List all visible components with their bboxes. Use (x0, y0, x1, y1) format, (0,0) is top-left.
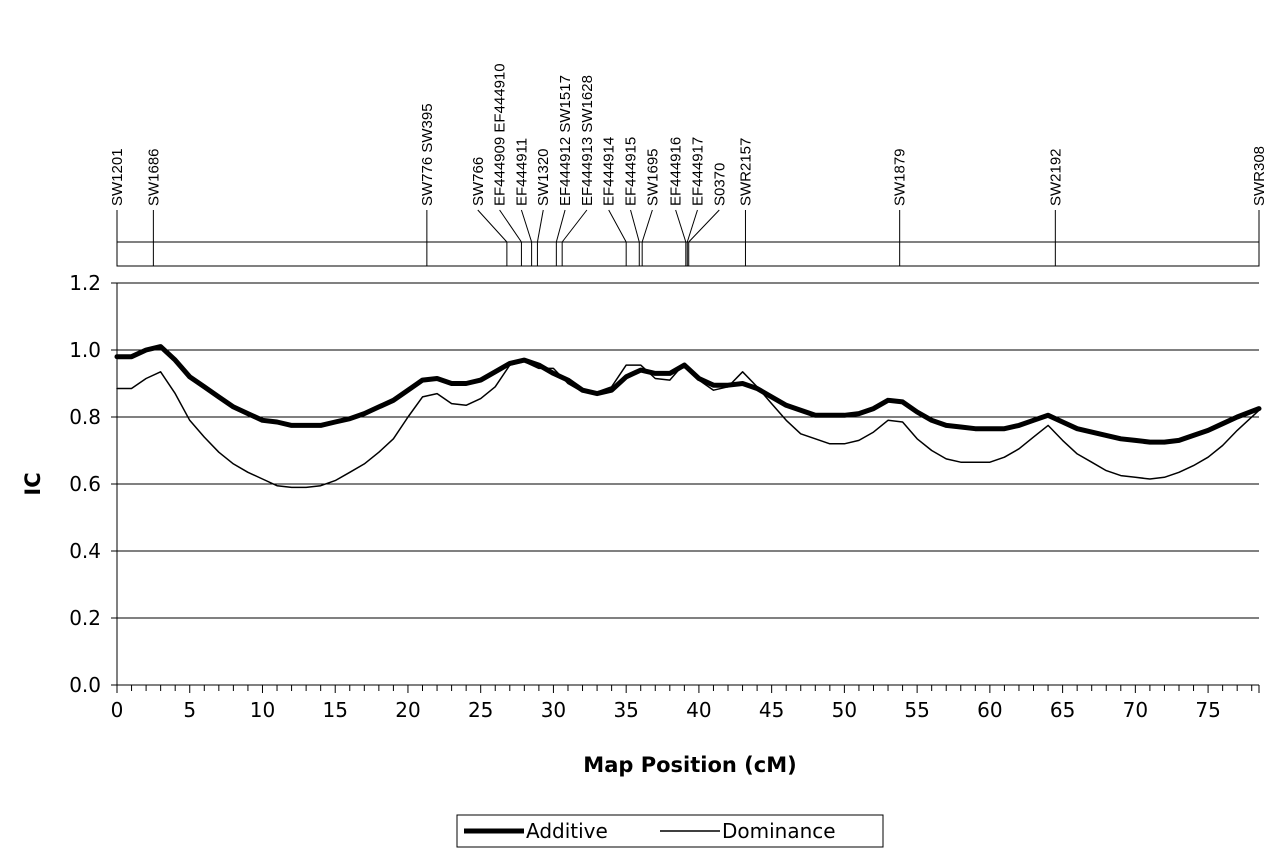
marker-label: SW1320 (535, 148, 552, 206)
marker-label: SW1201 (109, 148, 126, 206)
marker-connector (536, 209, 544, 243)
marker-connector (499, 209, 522, 243)
marker-label: EF444916 (668, 137, 685, 206)
marker-label: EF444915 (623, 137, 640, 206)
marker-connector (608, 209, 627, 243)
y-tick-label: 0.0 (69, 673, 101, 697)
x-tick-label: 75 (1195, 698, 1220, 722)
marker-label: SW776 SW395 (419, 103, 436, 206)
marker-bar (116, 241, 1260, 267)
marker-connector (555, 209, 566, 243)
x-tick-label: 30 (541, 698, 566, 722)
marker-label: SW1686 (145, 148, 162, 206)
x-tick-label: 10 (250, 698, 275, 722)
marker-label: SWR308 (1251, 146, 1268, 206)
marker-label: EF444912 SW1517 (557, 75, 574, 206)
marker-connector (641, 209, 653, 243)
marker-label: S0370 (711, 163, 728, 206)
y-tick-label: 0.8 (69, 405, 101, 429)
x-tick-label: 20 (395, 698, 420, 722)
series-lines (114, 344, 1262, 489)
x-tick-label: 65 (1050, 698, 1075, 722)
x-tick-label: 70 (1123, 698, 1148, 722)
marker-label: SW2192 (1047, 148, 1064, 206)
marker-connector (477, 209, 508, 243)
series-line-additive (114, 344, 1262, 445)
x-tick-label: 55 (904, 698, 929, 722)
y-tick-label: 1.0 (69, 338, 101, 362)
y-tick-label: 0.4 (69, 539, 101, 563)
y-axis: 0.0 0.2 0.4 0.6 0.8 1.0 1.2 (69, 271, 117, 697)
marker-label: EF444911 (513, 138, 530, 206)
marker-label: EF444909 EF444910 (492, 63, 509, 206)
x-tick-label: 50 (832, 698, 857, 722)
marker-label: EF444913 SW1628 (579, 75, 596, 206)
y-tick-label: 0.6 (69, 472, 101, 496)
marker-connector (561, 209, 588, 243)
x-tick-label: 45 (759, 698, 784, 722)
x-axis: 0 5 10 15 20 25 30 35 40 45 50 55 60 65 70 75 (111, 685, 1260, 722)
legend-label-dominance: Dominance (722, 819, 836, 843)
marker-connector (675, 209, 687, 243)
marker-label: EF444917 (689, 137, 706, 206)
x-tick-label: 15 (322, 698, 347, 722)
marker-connector (630, 209, 640, 243)
y-tick-label: 1.2 (69, 271, 101, 295)
marker-connector (688, 209, 720, 243)
x-tick-label: 25 (468, 698, 493, 722)
y-axis-title: IC (21, 472, 45, 495)
x-tick-label: 40 (686, 698, 711, 722)
x-tick-label: 35 (613, 698, 638, 722)
marker-label: SWR2157 (737, 138, 754, 206)
series-line-dominance (116, 360, 1260, 489)
marker-label: SW1879 (892, 148, 909, 206)
legend: Additive Dominance (456, 814, 884, 848)
x-tick-label: 60 (977, 698, 1002, 722)
marker-connector (686, 209, 698, 243)
marker-connector (520, 209, 533, 243)
x-tick-label: 0 (111, 698, 124, 722)
marker-label: SW1695 (644, 148, 661, 206)
marker-map: SW1201 SW1686 SW776 SW395 SW766 EF444909 EF4… (109, 63, 1268, 267)
y-tick-label: 0.2 (69, 606, 101, 630)
marker-label: SW766 (470, 157, 487, 206)
legend-label-additive: Additive (526, 819, 608, 843)
x-axis-title: Map Position (cM) (583, 753, 796, 777)
plot-area (116, 282, 1259, 686)
x-tick-label: 5 (183, 698, 196, 722)
marker-label: EF444914 (601, 137, 618, 206)
